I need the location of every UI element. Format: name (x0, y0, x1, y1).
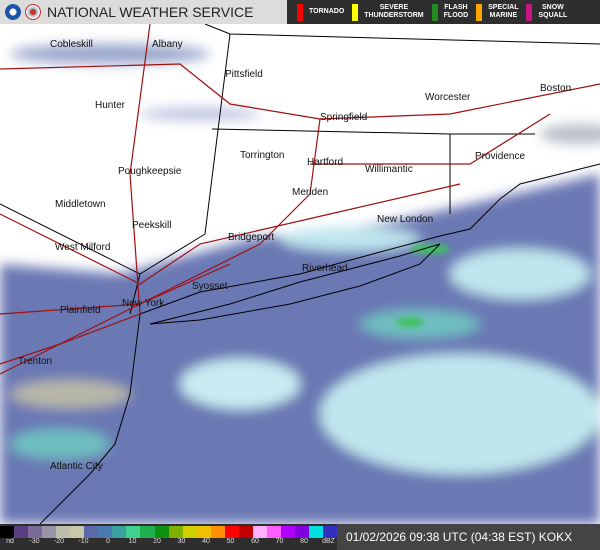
warning-type: SPECIAL MARINE (476, 3, 519, 21)
noaa-logo (5, 4, 21, 20)
city-label: Meriden (292, 187, 329, 198)
scale-tick-label: 50 (226, 538, 235, 545)
warning-swatch (476, 3, 483, 21)
city-label: Bridgeport (228, 232, 275, 243)
scale-swatch (0, 526, 15, 538)
timestamp: 01/02/2026 09:38 UTC (04:38 EST) KOKX (337, 524, 600, 550)
scale-swatch (98, 526, 113, 538)
scale-tick-label: -10 (78, 538, 89, 545)
scale-swatch (196, 526, 211, 538)
city-label: Torrington (240, 150, 285, 161)
city-label: Providence (475, 151, 526, 162)
warning-type: FLASH FLOOD (431, 3, 469, 21)
warning-swatch (526, 3, 533, 21)
scale-swatch (28, 526, 43, 538)
scale-swatch (182, 526, 197, 538)
warning-type: SEVERE THUNDERSTORM (352, 3, 424, 21)
city-label: Atlantic City (50, 461, 103, 472)
scale-swatch (154, 526, 169, 538)
warning-label: FLASH FLOOD (443, 4, 469, 19)
header-bar: NATIONAL WEATHER SERVICE TORNADO SEVERE T… (0, 0, 600, 24)
city-label: Poughkeepsie (118, 166, 182, 177)
city-label: Cobleskill (50, 39, 93, 50)
scale-tick-label: -30 (29, 538, 40, 545)
city-label: Worcester (425, 92, 471, 103)
city-label: Hartford (307, 157, 344, 168)
scale-swatch (280, 526, 295, 538)
scale-tick-label: -20 (53, 538, 65, 545)
scale-swatch (238, 526, 253, 538)
city-label: Boston (540, 83, 572, 94)
state-borders (0, 24, 600, 315)
reflectivity-legend: nd -30 -20 -10 0 10 20 30 40 50 60 70 80 dBZ (0, 524, 338, 550)
scale-swatch (224, 526, 239, 538)
scale-ticks: nd -30 -20 -10 0 10 20 30 40 50 60 70 80 dBZ (0, 538, 337, 550)
scale-tick-label: 60 (251, 538, 259, 545)
scale-swatch (126, 526, 141, 538)
warning-label: SEVERE THUNDERSTORM (364, 4, 424, 19)
coastline (39, 163, 600, 524)
city-label: Trenton (18, 356, 53, 367)
warning-label: SPECIAL MARINE (488, 4, 519, 19)
city-label: Syosset (192, 281, 228, 292)
scale-swatch (168, 526, 183, 538)
scale-swatch (112, 526, 127, 538)
warning-swatch (352, 3, 359, 21)
nws-logo (25, 4, 41, 20)
warning-swatch (431, 3, 438, 21)
scale-swatch (252, 526, 267, 538)
city-label: Pittsfield (225, 69, 263, 80)
scale-tick-label: 80 (300, 538, 308, 545)
warning-type: SNOW SQUALL (526, 3, 568, 21)
scale-tick-label: 0 (106, 538, 110, 545)
highways (0, 24, 600, 375)
radar-map[interactable] (0, 24, 600, 524)
scale-swatch (309, 526, 324, 538)
scale-tick-label: 20 (153, 538, 161, 545)
warning-swatch (297, 3, 303, 21)
city-label: Springfield (320, 112, 368, 123)
city-label: Riverhead (302, 263, 348, 274)
scale-tick-label: nd (6, 538, 14, 545)
scale-swatch (140, 526, 155, 538)
warning-legend: TORNADO SEVERE THUNDERSTORM FLASH FLOOD SPE… (287, 0, 600, 24)
warning-label: SNOW SQUALL (538, 4, 568, 19)
page-title: NATIONAL WEATHER SERVICE (47, 4, 254, 20)
city-label: Willimantic (365, 164, 413, 175)
warning-label: TORNADO (309, 8, 345, 15)
scale-swatch (42, 526, 57, 538)
scale-swatch (70, 526, 85, 538)
radar-heavy-echoes (396, 244, 450, 327)
scale-swatch (84, 526, 99, 538)
scale-swatch (56, 526, 71, 538)
scale-tick-label: 30 (177, 538, 186, 545)
city-label: Peekskill (132, 220, 172, 231)
city-label: Middletown (55, 199, 106, 210)
scale-swatch (210, 526, 225, 538)
scale-tick-label: 70 (275, 538, 284, 545)
scale-swatch (14, 526, 29, 538)
city-label: Plainfield (60, 305, 101, 316)
scale-swatch (294, 526, 310, 538)
city-label: West Milford (55, 242, 111, 253)
scale-tick-label: dBZ (322, 538, 335, 545)
color-scale (0, 526, 338, 538)
scale-swatch (266, 526, 281, 538)
brand: NATIONAL WEATHER SERVICE (0, 0, 287, 24)
scale-tick-label: 10 (128, 538, 137, 545)
city-label: New York (122, 298, 165, 309)
city-label: New London (377, 214, 434, 225)
warning-type: TORNADO (297, 3, 345, 21)
city-label: Hunter (95, 100, 126, 111)
scale-tick-label: 40 (202, 538, 210, 545)
scale-swatch (323, 526, 338, 538)
city-label: Albany (152, 39, 183, 50)
